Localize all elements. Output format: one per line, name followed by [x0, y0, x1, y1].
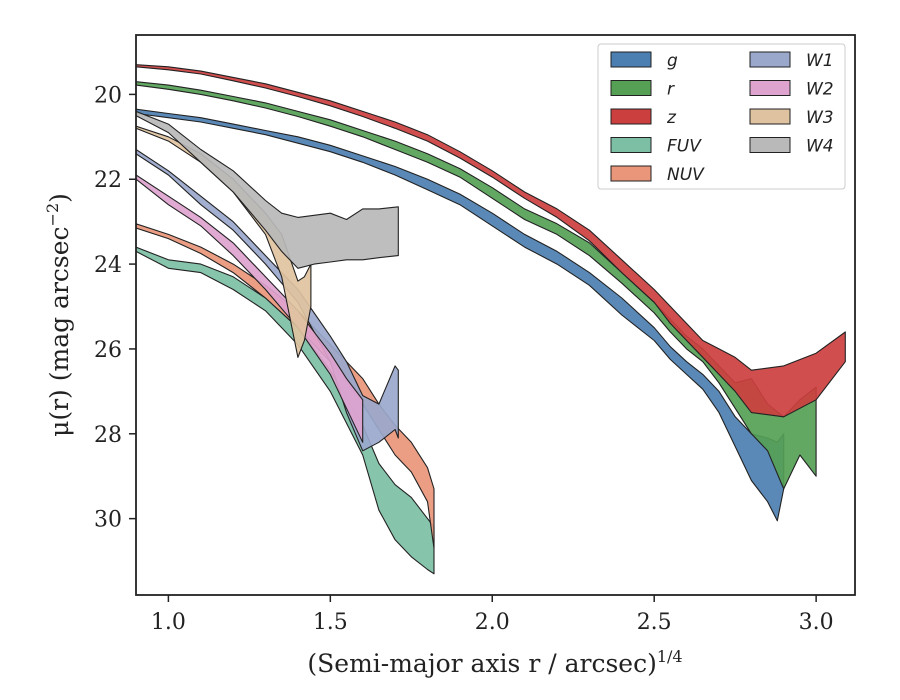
band-w1: [136, 148, 399, 452]
legend-label-w2: W2: [806, 80, 834, 100]
x-tick-label: 1.5: [313, 610, 348, 635]
legend-label-r: r: [667, 80, 675, 100]
legend-swatch-nuv: [610, 165, 652, 182]
legend-swatch-w3: [749, 108, 791, 125]
legend-swatch-w1: [749, 51, 791, 68]
y-axis: 20 22 24 26 28 30: [94, 83, 136, 533]
legend-label-w1: W1: [806, 51, 834, 71]
band-layer: [136, 64, 846, 575]
legend-label-w4: W4: [806, 137, 834, 157]
x-tick-label: 1.0: [151, 610, 186, 635]
y-axis-label-close: ): [45, 193, 74, 203]
band-w2: [136, 174, 364, 443]
legend-label-w3: W3: [806, 108, 834, 128]
y-tick-label: 30: [94, 508, 122, 533]
y-tick-label: 28: [94, 423, 122, 448]
x-axis-label: (Semi-major axis r / arcsec)1/4: [307, 647, 682, 678]
x-axis: 1.0 1.5 2.0 2.5 3.0: [151, 595, 834, 635]
y-tick-label: 22: [94, 168, 122, 193]
legend-swatch-w4: [749, 137, 791, 153]
legend-label-z: z: [666, 108, 677, 128]
legend: grz FUV NUV W1 W2 W3 W4: [597, 43, 846, 190]
legend-swatch-z: [610, 108, 652, 125]
legend-swatch-fuv: [610, 137, 652, 153]
band-r: [136, 81, 817, 490]
x-tick-label: 2.0: [475, 610, 510, 635]
x-tick-label: 3.0: [799, 610, 834, 635]
y-tick-label: 20: [94, 83, 122, 108]
y-tick-label: 24: [94, 253, 122, 278]
y-tick-label: 26: [94, 338, 122, 363]
band-z: [136, 64, 846, 418]
legend-swatch-g: [610, 51, 652, 68]
plot-frame: [135, 34, 856, 596]
x-axis-label-sup: 1/4: [657, 647, 683, 666]
x-tick-label: 2.5: [637, 610, 672, 635]
y-axis-label: μ(r) (mag arcsec−2): [43, 193, 74, 437]
legend-label-nuv: NUV: [667, 165, 705, 185]
y-axis-label-sup: −2: [43, 203, 62, 227]
legend-swatch-r: [610, 80, 652, 96]
band-w4: [136, 110, 399, 269]
legend-label-g: g: [667, 51, 678, 71]
legend-swatch-w2: [749, 80, 791, 96]
legend-label-fuv: FUV: [667, 137, 702, 157]
